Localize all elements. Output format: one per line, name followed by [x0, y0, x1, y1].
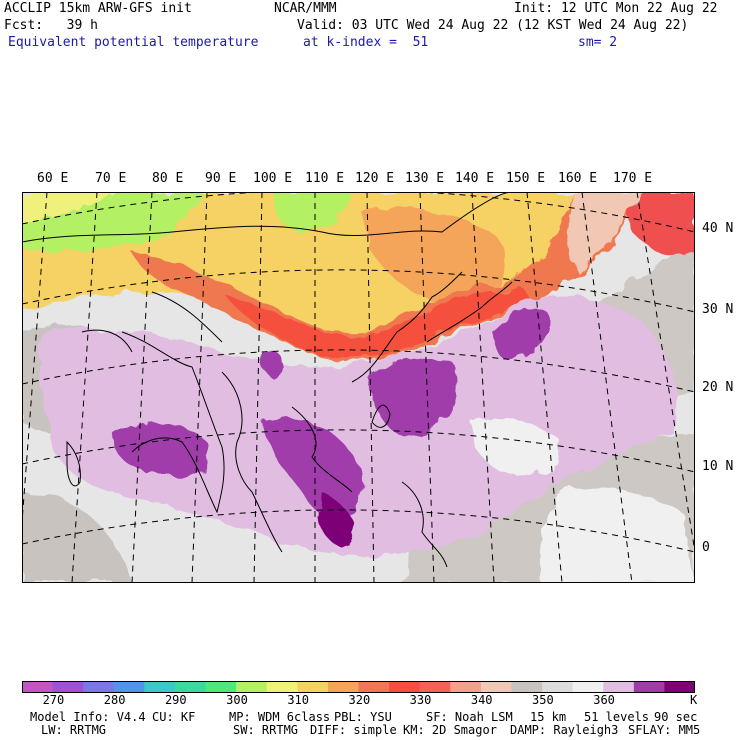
field-name: Equivalent potential temperature — [8, 35, 259, 50]
colorbar-swatch — [572, 681, 604, 693]
colorbar-swatch — [52, 681, 84, 693]
colorbar-swatch — [174, 681, 207, 693]
colorbar-swatch — [297, 681, 329, 693]
colorbar-swatch — [205, 681, 237, 693]
colorbar-tick-label: 320 — [348, 693, 371, 707]
colorbar — [22, 681, 695, 693]
colorbar-swatch — [266, 681, 298, 693]
level-index: at k-index = 51 — [303, 35, 429, 50]
sflay-scheme: SFLAY: MM5 — [628, 723, 701, 737]
colorbar-swatch — [389, 681, 421, 693]
lon-label: 110 E — [305, 171, 345, 186]
lat-label: 40 N — [702, 221, 734, 236]
lon-label: 90 E — [205, 171, 237, 186]
colorbar-swatch — [480, 681, 512, 693]
lon-label: 60 E — [37, 171, 69, 186]
colorbar-tick-label: 290 — [164, 693, 187, 707]
colorbar-swatch — [511, 681, 543, 693]
vertical-levels: 51 levels — [584, 710, 650, 724]
lat-label: 30 N — [702, 302, 734, 317]
colorbar-tick-label: 360 — [593, 693, 615, 707]
sw-scheme: SW: RRTMG — [233, 723, 299, 737]
colorbar-swatch — [144, 681, 176, 693]
forecast-hour: Fcst: 39 h — [4, 18, 98, 33]
colorbar-swatch — [633, 681, 665, 693]
lat-label: 20 N — [702, 380, 734, 395]
colorbar-swatch — [450, 681, 482, 693]
colorbar-tick-label: 270 — [42, 693, 65, 707]
lw-scheme: LW: RRTMG — [41, 723, 107, 737]
mp-scheme: MP: WDM 6class — [229, 710, 331, 724]
center-label: NCAR/MMM — [274, 1, 337, 16]
lat-label: 0 — [702, 540, 710, 555]
colorbar-swatch — [113, 681, 145, 693]
colorbar-tick-label: 350 — [532, 693, 554, 707]
lon-label: 130 E — [405, 171, 445, 186]
colorbar-tick-label: 280 — [103, 693, 126, 707]
colorbar-frame — [22, 681, 695, 693]
colorbar-tick-label: 300 — [226, 693, 248, 707]
damp-scheme: DAMP: Rayleigh3 — [510, 723, 619, 737]
km-scheme: KM: 2D Smagor — [403, 723, 497, 737]
cu-scheme: CU: KF — [152, 710, 196, 724]
colorbar-swatch — [542, 681, 574, 693]
lon-label: 140 E — [455, 171, 495, 186]
lon-label: 150 E — [506, 171, 546, 186]
lon-label: 80 E — [152, 171, 184, 186]
colorbar-tick-label: 330 — [409, 693, 432, 707]
theta-e-map — [22, 192, 695, 583]
diff-scheme: DIFF: simple — [310, 723, 397, 737]
colorbar-unit: K — [690, 693, 698, 707]
lon-label: 100 E — [253, 171, 293, 186]
grid-spacing: 15 km — [530, 710, 567, 724]
init-time: Init: 12 UTC Mon 22 Aug 22 — [514, 1, 718, 16]
colorbar-swatch — [327, 681, 359, 693]
colorbar-swatch — [236, 681, 268, 693]
lon-label: 70 E — [95, 171, 127, 186]
model-info: Model Info: V4.4 — [30, 710, 146, 724]
colorbar-swatch — [419, 681, 451, 693]
coastlines — [22, 192, 513, 568]
lat-label: 10 N — [702, 459, 734, 474]
timestep: 90 sec — [654, 710, 698, 724]
graticule — [22, 192, 695, 583]
smoothing: sm= 2 — [578, 35, 618, 50]
colorbar-swatch — [83, 681, 115, 693]
colorbar-tick-label: 310 — [287, 693, 309, 707]
colorbar-swatch — [358, 681, 390, 693]
colorbar-tick-label: 340 — [470, 693, 493, 707]
colorbar-swatch — [22, 681, 54, 693]
colorbar-swatch — [603, 681, 635, 693]
pbl-scheme: PBL: YSU — [334, 710, 392, 724]
map-frame — [22, 192, 695, 583]
sf-scheme: SF: Noah LSM — [426, 710, 513, 724]
lon-label: 160 E — [558, 171, 598, 186]
colorbar-swatch — [664, 681, 695, 693]
lon-label: 170 E — [613, 171, 653, 186]
valid-time: Valid: 03 UTC Wed 24 Aug 22 (12 KST Wed … — [297, 18, 689, 33]
model-title: ACCLIP 15km ARW-GFS init — [4, 1, 192, 16]
lon-label: 120 E — [355, 171, 395, 186]
